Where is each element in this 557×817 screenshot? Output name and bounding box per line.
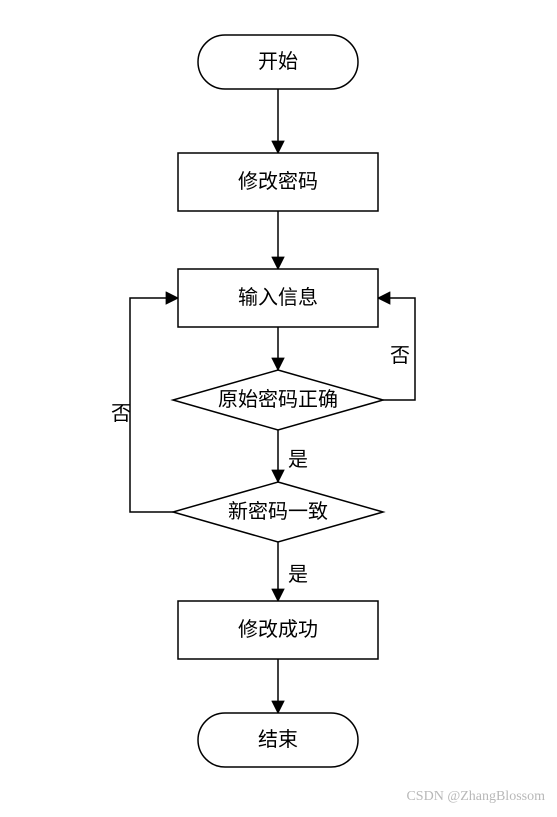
- node-input: 输入信息: [178, 269, 378, 327]
- node-end: 结束: [198, 713, 358, 767]
- node-label: 结束: [258, 728, 298, 751]
- node-label: 修改密码: [238, 170, 318, 193]
- node-label: 原始密码正确: [218, 388, 338, 411]
- flowchart-canvas: 是是否否开始修改密码输入信息原始密码正确新密码一致修改成功结束 CSDN @Zh…: [0, 0, 557, 812]
- edge-label: 是: [288, 564, 308, 586]
- node-label: 输入信息: [238, 286, 318, 309]
- watermark: CSDN @ZhangBlossom: [406, 789, 545, 804]
- edge-check1-check2: 是: [278, 430, 308, 482]
- edge-label: 否: [111, 403, 131, 425]
- edge-check2-success: 是: [278, 542, 308, 601]
- node-label: 开始: [258, 50, 298, 73]
- edge-label: 否: [390, 345, 410, 367]
- node-success: 修改成功: [178, 601, 378, 659]
- node-start: 开始: [198, 35, 358, 89]
- node-label: 新密码一致: [228, 500, 328, 523]
- edge-check1-input: 否: [378, 298, 415, 400]
- node-label: 修改成功: [238, 618, 318, 641]
- edge-label: 是: [288, 449, 308, 471]
- node-check2: 新密码一致: [173, 482, 383, 542]
- edge-check2-input: 否: [111, 298, 178, 512]
- node-check1: 原始密码正确: [173, 370, 383, 430]
- edge-line: [130, 298, 178, 512]
- node-modify: 修改密码: [178, 153, 378, 211]
